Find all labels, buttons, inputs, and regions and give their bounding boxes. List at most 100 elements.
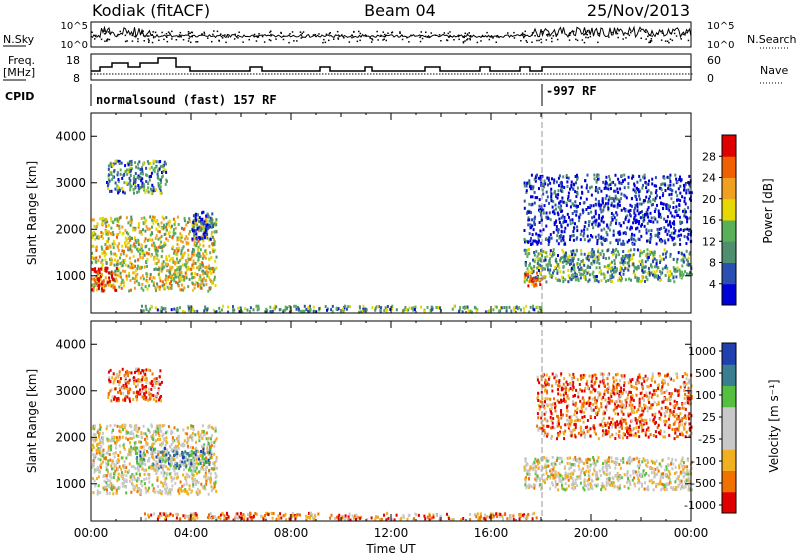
data-cell bbox=[631, 176, 634, 180]
data-cell bbox=[210, 456, 213, 459]
data-cell bbox=[176, 439, 179, 443]
data-cell bbox=[530, 243, 532, 246]
data-cell bbox=[96, 278, 99, 281]
data-cell bbox=[652, 252, 655, 255]
data-cell bbox=[526, 181, 529, 185]
data-cell bbox=[538, 305, 541, 309]
data-cell bbox=[125, 274, 128, 278]
data-cell bbox=[163, 482, 165, 486]
data-cell bbox=[168, 235, 171, 238]
data-cell bbox=[192, 247, 194, 251]
nsearch-dot bbox=[425, 31, 427, 33]
data-cell bbox=[165, 439, 168, 443]
nsearch-dot bbox=[622, 34, 625, 36]
nsearch-dot bbox=[146, 35, 148, 37]
data-cell bbox=[155, 466, 158, 470]
nsearch-dot bbox=[651, 31, 653, 33]
data-cell bbox=[641, 216, 644, 220]
data-cell bbox=[677, 234, 680, 238]
data-cell bbox=[112, 239, 115, 243]
nsearch-dot bbox=[660, 39, 663, 41]
data-cell bbox=[650, 229, 653, 233]
data-cell bbox=[609, 274, 612, 278]
data-cell bbox=[667, 238, 670, 242]
data-cell bbox=[118, 435, 121, 439]
data-cell bbox=[618, 230, 621, 234]
data-cell bbox=[152, 489, 155, 493]
data-cell bbox=[194, 518, 196, 522]
data-cell bbox=[139, 248, 142, 252]
data-cell bbox=[605, 175, 608, 179]
data-cell bbox=[144, 437, 146, 441]
data-cell bbox=[170, 479, 173, 483]
data-cell bbox=[513, 308, 516, 312]
data-cell bbox=[688, 184, 691, 188]
data-cell bbox=[653, 270, 656, 274]
data-cell bbox=[125, 456, 128, 460]
data-cell bbox=[213, 238, 215, 242]
data-cell bbox=[305, 307, 308, 311]
data-cell bbox=[117, 267, 120, 271]
data-cell bbox=[129, 179, 132, 183]
data-cell bbox=[478, 516, 481, 520]
data-cell bbox=[95, 451, 98, 455]
data-cell bbox=[537, 310, 540, 314]
data-cell bbox=[168, 514, 171, 518]
data-cell bbox=[171, 247, 174, 251]
data-cell bbox=[663, 248, 666, 252]
data-cell bbox=[194, 261, 197, 265]
data-cell bbox=[578, 216, 581, 219]
data-cell bbox=[142, 451, 145, 455]
data-cell bbox=[194, 272, 197, 276]
nsearch-dot bbox=[449, 34, 451, 37]
data-cell bbox=[423, 309, 426, 313]
data-cell bbox=[116, 233, 119, 236]
nsearch-dot bbox=[324, 41, 327, 44]
data-cell bbox=[191, 477, 194, 481]
data-cell bbox=[166, 228, 168, 232]
data-cell bbox=[129, 188, 132, 192]
data-cell bbox=[115, 289, 118, 292]
data-cell bbox=[141, 453, 144, 457]
data-cell bbox=[135, 268, 138, 272]
data-cell bbox=[116, 173, 119, 177]
data-cell bbox=[121, 278, 124, 282]
data-cell bbox=[114, 181, 117, 185]
data-cell bbox=[293, 304, 296, 308]
data-cell bbox=[117, 248, 120, 252]
data-cell bbox=[116, 184, 119, 188]
data-cell bbox=[212, 243, 215, 247]
data-cell bbox=[687, 206, 690, 210]
data-cell bbox=[648, 179, 650, 183]
data-cell bbox=[647, 215, 650, 219]
data-cell bbox=[684, 182, 687, 186]
data-cell bbox=[124, 164, 127, 168]
data-cell bbox=[606, 270, 609, 274]
data-cell bbox=[157, 380, 160, 384]
data-cell bbox=[559, 257, 562, 260]
data-cell bbox=[115, 467, 118, 471]
data-cell bbox=[576, 173, 578, 177]
data-cell bbox=[153, 218, 156, 222]
data-cell bbox=[168, 224, 171, 228]
data-cell bbox=[561, 236, 564, 240]
data-cell bbox=[124, 398, 127, 402]
data-cell bbox=[637, 279, 640, 283]
data-cell bbox=[146, 442, 149, 446]
data-cell bbox=[142, 221, 145, 225]
data-cell bbox=[174, 472, 177, 476]
data-cell bbox=[134, 428, 137, 432]
data-cell bbox=[282, 310, 285, 314]
data-cell bbox=[173, 465, 176, 469]
data-cell bbox=[275, 517, 278, 521]
data-cell bbox=[117, 472, 120, 476]
data-cell bbox=[525, 271, 528, 275]
data-cell bbox=[148, 178, 151, 182]
data-cell bbox=[128, 371, 131, 374]
data-cell bbox=[97, 484, 100, 488]
data-cell bbox=[129, 279, 132, 282]
data-cell bbox=[571, 218, 574, 222]
data-cell bbox=[619, 261, 622, 265]
data-cell bbox=[171, 265, 174, 269]
data-cell bbox=[624, 267, 627, 271]
